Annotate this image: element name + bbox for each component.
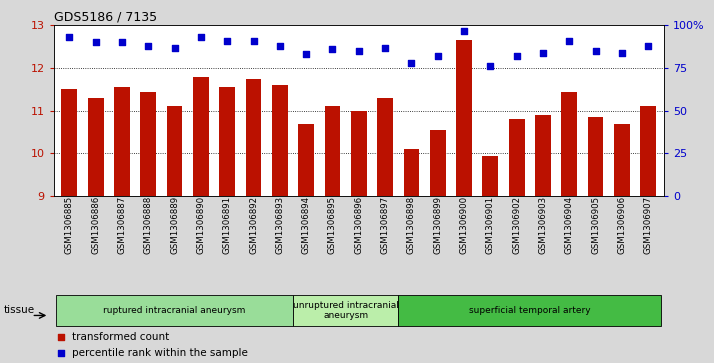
Bar <box>456 40 472 196</box>
Text: GSM1306893: GSM1306893 <box>276 196 284 254</box>
Text: GSM1306903: GSM1306903 <box>538 196 548 254</box>
Text: GSM1306900: GSM1306900 <box>460 196 468 254</box>
Bar <box>561 91 577 196</box>
Bar <box>325 106 341 196</box>
Bar <box>398 295 661 326</box>
Text: GSM1306897: GSM1306897 <box>381 196 390 254</box>
Bar <box>61 89 77 196</box>
Text: GSM1306892: GSM1306892 <box>249 196 258 254</box>
Bar <box>246 79 261 196</box>
Bar <box>88 98 104 196</box>
Bar <box>351 111 367 196</box>
Point <box>274 43 286 49</box>
Point <box>301 52 312 57</box>
Point <box>298 104 309 110</box>
Text: GSM1306894: GSM1306894 <box>301 196 311 254</box>
Point <box>590 48 601 54</box>
Point <box>248 38 259 44</box>
Point <box>116 40 128 45</box>
Text: GSM1306907: GSM1306907 <box>644 196 653 254</box>
Text: ruptured intracranial aneurysm: ruptured intracranial aneurysm <box>104 306 246 315</box>
Point <box>195 34 206 40</box>
Point <box>143 43 154 49</box>
Point <box>379 45 391 50</box>
Text: GSM1306901: GSM1306901 <box>486 196 495 254</box>
Point <box>298 253 309 259</box>
Text: GSM1306895: GSM1306895 <box>328 196 337 254</box>
Text: GSM1306886: GSM1306886 <box>91 196 100 254</box>
Bar <box>640 106 656 196</box>
Bar <box>114 87 130 196</box>
Bar <box>614 123 630 196</box>
Point <box>64 34 75 40</box>
Text: GSM1306887: GSM1306887 <box>118 196 126 254</box>
Text: GSM1306890: GSM1306890 <box>196 196 206 254</box>
Bar <box>193 77 208 196</box>
Bar <box>219 87 235 196</box>
Point <box>643 43 654 49</box>
Text: GDS5186 / 7135: GDS5186 / 7135 <box>54 11 156 24</box>
Point <box>221 38 233 44</box>
Bar <box>141 91 156 196</box>
Point <box>485 64 496 69</box>
Text: GSM1306891: GSM1306891 <box>223 196 232 254</box>
Text: GSM1306885: GSM1306885 <box>65 196 74 254</box>
Text: GSM1306899: GSM1306899 <box>433 196 442 254</box>
Point <box>563 38 575 44</box>
Text: GSM1306889: GSM1306889 <box>170 196 179 254</box>
Bar <box>483 155 498 196</box>
Point <box>616 50 628 56</box>
Text: superficial temporal artery: superficial temporal artery <box>469 306 590 315</box>
Point <box>327 46 338 52</box>
Bar <box>588 117 603 196</box>
Text: GSM1306896: GSM1306896 <box>354 196 363 254</box>
Point <box>90 40 101 45</box>
Bar <box>166 106 183 196</box>
Bar <box>430 130 446 196</box>
Point <box>458 28 470 33</box>
Bar <box>293 295 398 326</box>
Point <box>432 53 443 59</box>
Text: GSM1306898: GSM1306898 <box>407 196 416 254</box>
Text: unruptured intracranial
aneurysm: unruptured intracranial aneurysm <box>293 301 398 320</box>
Bar <box>403 149 419 196</box>
Bar <box>535 115 551 196</box>
Point <box>353 48 365 54</box>
Bar <box>298 123 314 196</box>
Bar <box>377 98 393 196</box>
Bar <box>272 85 288 196</box>
Text: GSM1306906: GSM1306906 <box>618 196 626 254</box>
Bar <box>509 119 525 196</box>
Bar <box>56 295 293 326</box>
Text: transformed count: transformed count <box>72 332 169 342</box>
Text: percentile rank within the sample: percentile rank within the sample <box>72 348 248 358</box>
Text: tissue: tissue <box>4 305 35 315</box>
Point <box>511 53 523 59</box>
Text: GSM1306904: GSM1306904 <box>565 196 574 254</box>
Point <box>537 50 548 56</box>
Point <box>406 60 417 66</box>
Point <box>169 45 181 50</box>
Text: GSM1306902: GSM1306902 <box>512 196 521 254</box>
Text: GSM1306905: GSM1306905 <box>591 196 600 254</box>
Text: GSM1306888: GSM1306888 <box>144 196 153 254</box>
